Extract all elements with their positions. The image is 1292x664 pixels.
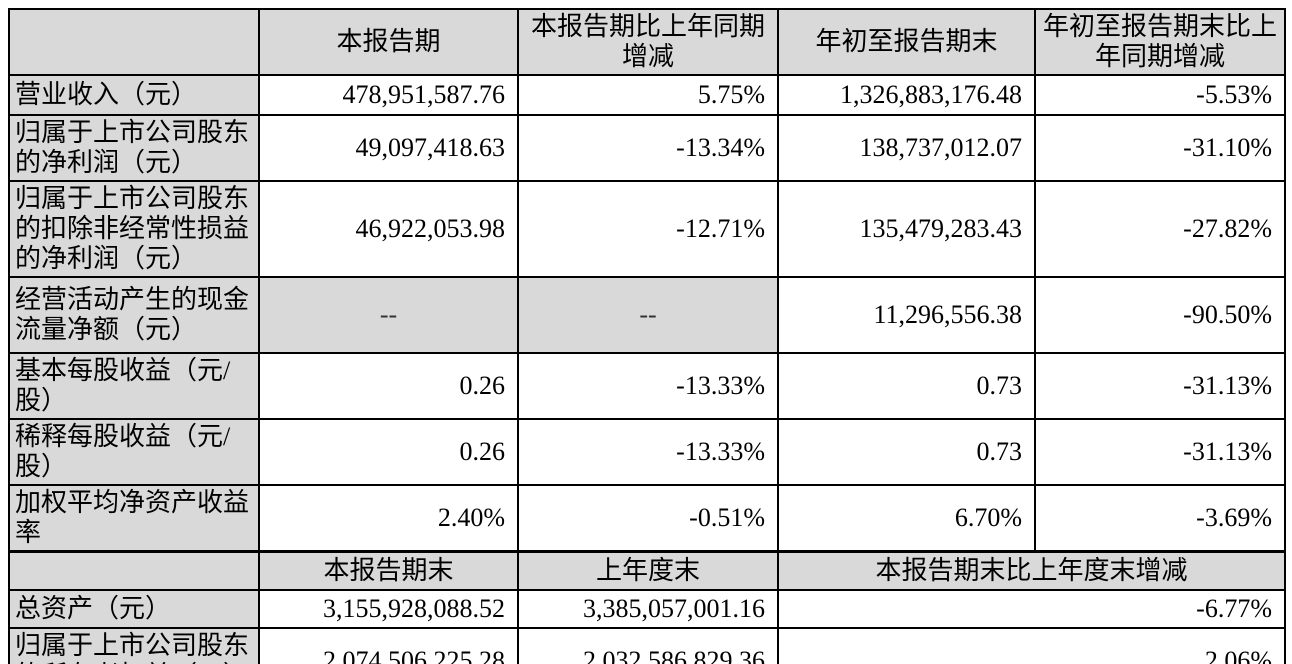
total-assets-change: -6.77% bbox=[777, 588, 1286, 629]
basic-eps-current: 0.26 bbox=[258, 352, 519, 420]
basic-eps-label: 基本每股收益（元/股） bbox=[8, 352, 260, 420]
net-profit-current: 49,097,418.63 bbox=[258, 114, 519, 182]
operating-cash-flow-ytd: 11,296,556.38 bbox=[777, 276, 1036, 354]
shareholders-equity-change: 2.06% bbox=[777, 626, 1286, 664]
basic-eps-ytd: 0.73 bbox=[777, 352, 1036, 420]
shareholders-equity-end-of-prior-year: 2,032,586,829.36 bbox=[517, 626, 779, 664]
net-profit-ytd: 138,737,012.07 bbox=[777, 114, 1036, 182]
weighted-roe-current-yoy: -0.51% bbox=[517, 484, 779, 553]
operating-revenue-label: 营业收入（元） bbox=[8, 74, 260, 116]
row-operating-cash-flow: 经营活动产生的现金流量净额（元） -- -- 11,296,556.38 -90… bbox=[8, 276, 1286, 354]
header-ytd-yoy: 年初至报告期末比上年同期增减 bbox=[1034, 8, 1286, 76]
header-end-of-period: 本报告期末 bbox=[258, 550, 519, 591]
operating-revenue-current-yoy: 5.75% bbox=[517, 74, 779, 116]
row-net-profit: 归属于上市公司股东的净利润（元） 49,097,418.63 -13.34% 1… bbox=[8, 114, 1286, 182]
shareholders-equity-label: 归属于上市公司股东的所有者权益（元） bbox=[8, 626, 260, 664]
shareholders-equity-end-of-period: 2,074,506,225.28 bbox=[258, 626, 519, 664]
diluted-eps-current-yoy: -13.33% bbox=[517, 418, 779, 486]
basic-eps-ytd-yoy: -31.13% bbox=[1034, 352, 1286, 420]
row-weighted-roe: 加权平均净资产收益率 2.40% -0.51% 6.70% -3.69% bbox=[8, 484, 1286, 553]
header-current-period-yoy: 本报告期比上年同期增减 bbox=[517, 8, 779, 76]
operating-revenue-ytd-yoy: -5.53% bbox=[1034, 74, 1286, 116]
operating-cash-flow-current-yoy: -- bbox=[517, 276, 779, 354]
row-shareholders-equity: 归属于上市公司股东的所有者权益（元） 2,074,506,225.28 2,03… bbox=[8, 626, 1286, 664]
row-operating-revenue: 营业收入（元） 478,951,587.76 5.75% 1,326,883,1… bbox=[8, 74, 1286, 116]
net-profit-ytd-yoy: -31.10% bbox=[1034, 114, 1286, 182]
total-assets-end-of-period: 3,155,928,088.52 bbox=[258, 588, 519, 629]
net-profit-excl-current-yoy: -12.71% bbox=[517, 180, 779, 278]
header-row-period-end: 本报告期末 上年度末 本报告期末比上年度末增减 bbox=[8, 550, 1286, 591]
corner-cell-2 bbox=[8, 550, 260, 591]
net-profit-excl-ytd: 135,479,283.43 bbox=[777, 180, 1036, 278]
header-row-period: 本报告期 本报告期比上年同期增减 年初至报告期末 年初至报告期末比上年同期增减 bbox=[8, 8, 1286, 76]
operating-cash-flow-label: 经营活动产生的现金流量净额（元） bbox=[8, 276, 260, 354]
weighted-roe-label: 加权平均净资产收益率 bbox=[8, 484, 260, 553]
net-profit-current-yoy: -13.34% bbox=[517, 114, 779, 182]
net-profit-excl-ytd-yoy: -27.82% bbox=[1034, 180, 1286, 278]
corner-cell bbox=[8, 8, 260, 76]
operating-revenue-current: 478,951,587.76 bbox=[258, 74, 519, 116]
operating-revenue-ytd: 1,326,883,176.48 bbox=[777, 74, 1036, 116]
header-current-period: 本报告期 bbox=[258, 8, 519, 76]
net-profit-excl-label: 归属于上市公司股东的扣除非经常性损益的净利润（元） bbox=[8, 180, 260, 278]
net-profit-label: 归属于上市公司股东的净利润（元） bbox=[8, 114, 260, 182]
operating-cash-flow-ytd-yoy: -90.50% bbox=[1034, 276, 1286, 354]
total-assets-label: 总资产（元） bbox=[8, 588, 260, 629]
header-ytd: 年初至报告期末 bbox=[777, 8, 1036, 76]
total-assets-end-of-prior-year: 3,385,057,001.16 bbox=[517, 588, 779, 629]
financial-highlights-table: 本报告期 本报告期比上年同期增减 年初至报告期末 年初至报告期末比上年同期增减 … bbox=[8, 8, 1286, 664]
diluted-eps-ytd-yoy: -31.13% bbox=[1034, 418, 1286, 486]
row-diluted-eps: 稀释每股收益（元/股） 0.26 -13.33% 0.73 -31.13% bbox=[8, 418, 1286, 486]
diluted-eps-label: 稀释每股收益（元/股） bbox=[8, 418, 260, 486]
row-net-profit-excl-nonrecurring: 归属于上市公司股东的扣除非经常性损益的净利润（元） 46,922,053.98 … bbox=[8, 180, 1286, 278]
diluted-eps-ytd: 0.73 bbox=[777, 418, 1036, 486]
weighted-roe-current: 2.40% bbox=[258, 484, 519, 553]
operating-cash-flow-current: -- bbox=[258, 276, 519, 354]
header-end-of-prior-year: 上年度末 bbox=[517, 550, 779, 591]
diluted-eps-current: 0.26 bbox=[258, 418, 519, 486]
weighted-roe-ytd: 6.70% bbox=[777, 484, 1036, 553]
row-total-assets: 总资产（元） 3,155,928,088.52 3,385,057,001.16… bbox=[8, 588, 1286, 629]
weighted-roe-ytd-yoy: -3.69% bbox=[1034, 484, 1286, 553]
header-change-vs-prior-year-end: 本报告期末比上年度末增减 bbox=[777, 550, 1286, 591]
basic-eps-current-yoy: -13.33% bbox=[517, 352, 779, 420]
row-basic-eps: 基本每股收益（元/股） 0.26 -13.33% 0.73 -31.13% bbox=[8, 352, 1286, 420]
net-profit-excl-current: 46,922,053.98 bbox=[258, 180, 519, 278]
